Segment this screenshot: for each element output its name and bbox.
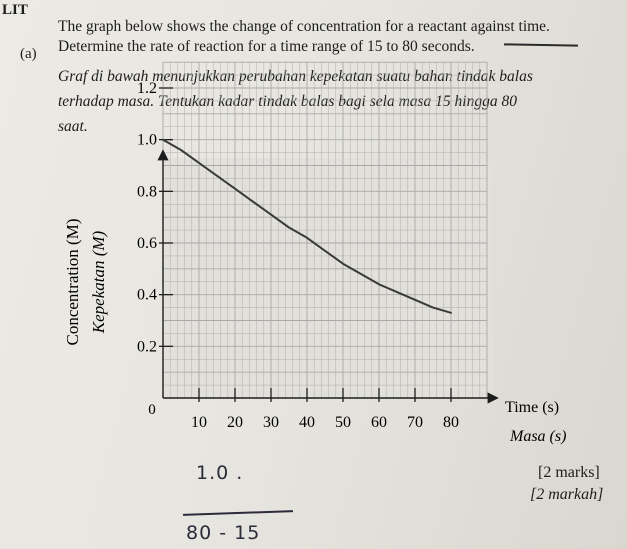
handwritten-numerator: 1.0 .	[196, 462, 244, 484]
x-tick-label: 20	[227, 414, 243, 431]
handwritten-denominator: 80 - 15	[186, 522, 261, 544]
series	[162, 138, 452, 314]
y-axis-label-malay: Kepekatan (M)	[89, 230, 108, 334]
concentration-curve	[162, 138, 452, 314]
english-line-2: Determine the rate of reaction for a tim…	[58, 38, 475, 55]
y-tick-label: 0.8	[137, 183, 157, 200]
origin-label: 0	[148, 402, 156, 418]
y-tick-label: 1.2	[137, 80, 157, 97]
x-tick-label: 10	[191, 414, 207, 431]
ticks: 0.2 0.4 0.6 0.8 1.0 1.2 10 20 30 40 50 60 70 80	[137, 80, 459, 431]
y-tick-label: 0.6	[137, 235, 157, 252]
english-line-1: The graph below shows the change of conc…	[58, 18, 550, 35]
x-tick-label: 70	[407, 414, 423, 431]
x-axis-label: Time (s)	[505, 399, 559, 416]
y-axis-label: Concentration (M)	[63, 219, 82, 346]
malay-line-2: terhadap masa. Tentukan kadar tindak bal…	[58, 93, 517, 110]
x-tick-label: 60	[371, 414, 387, 431]
malay-line-3: saat.	[58, 118, 88, 135]
marks-malay: [2 markah]	[530, 486, 604, 503]
malay-line-1: Graf di bawah menunjukkan perubahan kepe…	[58, 68, 533, 85]
header-fragment: LIT	[2, 2, 28, 18]
y-tick-label: 0.4	[137, 287, 157, 304]
x-axis-label-malay: Masa (s)	[509, 428, 566, 445]
x-tick-label: 30	[263, 414, 279, 431]
question-label: (a)	[20, 46, 37, 62]
grid-paper	[163, 158, 493, 398]
x-tick-label: 50	[335, 414, 351, 431]
y-tick-label: 1.0	[137, 132, 157, 149]
x-tick-label: 80	[443, 414, 459, 431]
y-tick-label: 0.2	[137, 338, 157, 355]
x-tick-label: 40	[299, 414, 315, 431]
marks-english: [2 marks]	[538, 464, 600, 481]
axes	[157, 149, 499, 404]
